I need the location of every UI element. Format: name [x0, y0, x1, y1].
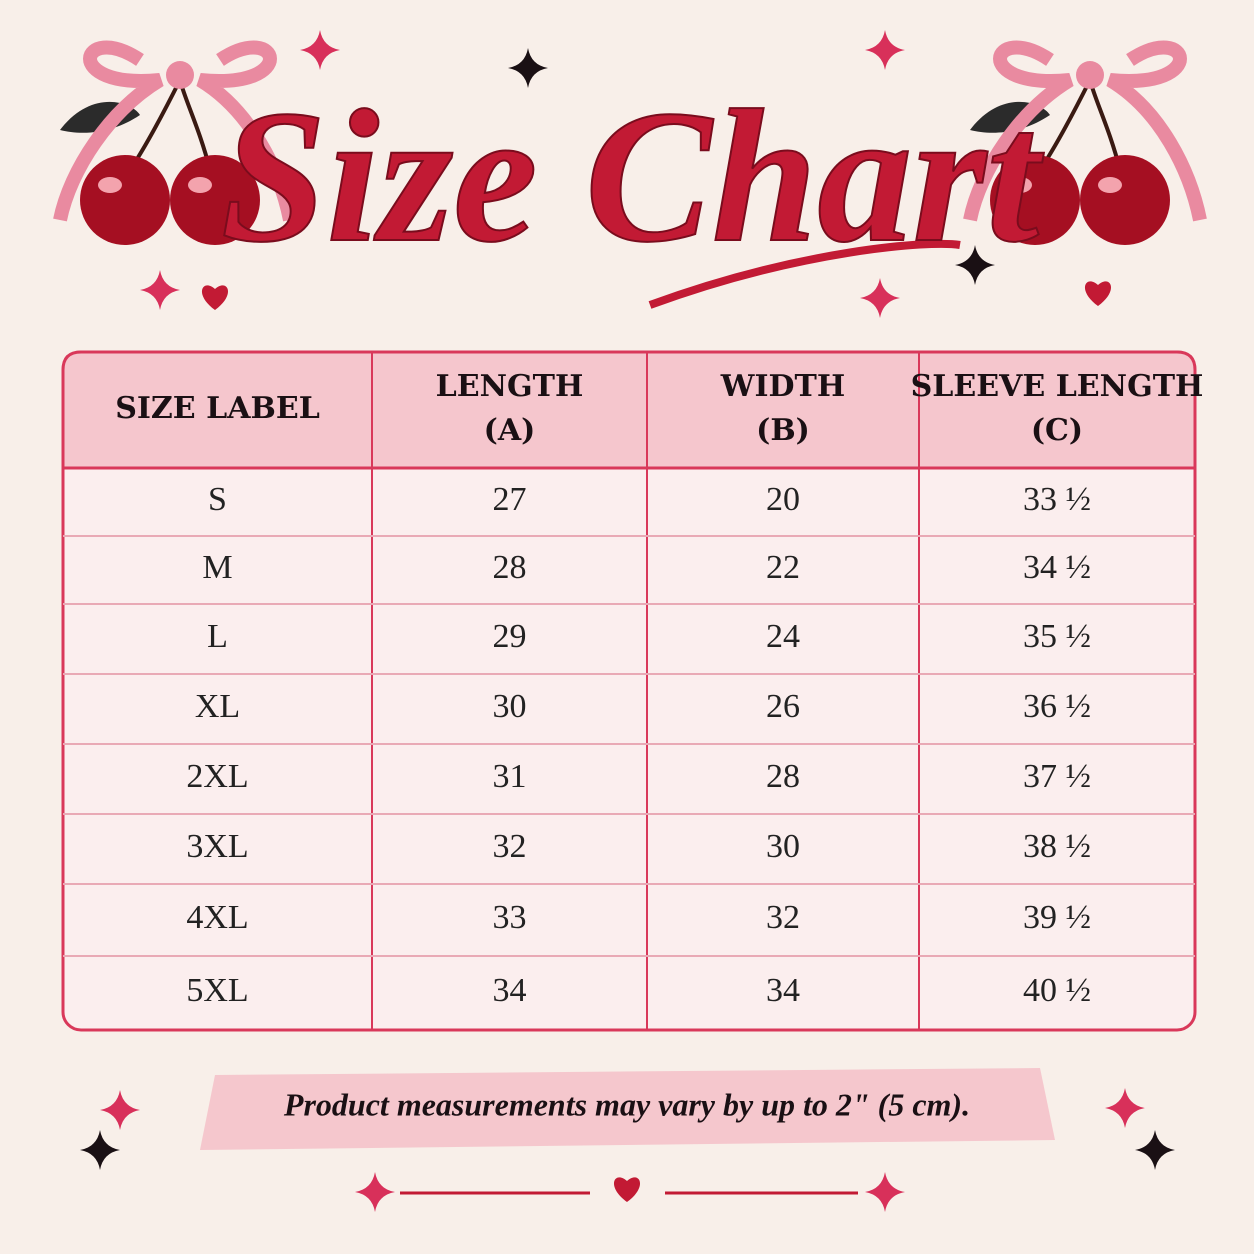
table-cell: 29 [493, 618, 527, 655]
size-table: SIZE LABEL LENGTH (A) WIDTH (B) SLEEVE LENGTH… [61, 350, 1204, 1032]
table-cell: 32 [766, 899, 800, 936]
table-cell: 27 [493, 481, 527, 518]
table-cell: 22 [766, 549, 800, 586]
table-cell: 30 [493, 688, 527, 725]
column-header: WIDTH [720, 369, 845, 404]
column-header: SLEEVE LENGTH [911, 369, 1204, 404]
table-cell: 39 ½ [1023, 899, 1091, 936]
column-header: (A) [484, 413, 536, 448]
table-cell: XL [195, 688, 240, 725]
table-cell: 33 ½ [1023, 481, 1091, 518]
column-header: (B) [756, 413, 810, 448]
column-header: LENGTH [436, 369, 584, 404]
table-cell: 40 ½ [1023, 972, 1091, 1009]
table-cell: M [202, 549, 232, 586]
table-cell: 38 ½ [1023, 828, 1091, 865]
table-cell: 34 ½ [1023, 549, 1091, 586]
table-cell: S [208, 481, 227, 518]
table-cell: 36 ½ [1023, 688, 1091, 725]
table-cell: 37 ½ [1023, 758, 1091, 795]
table-cell: 5XL [186, 972, 248, 1009]
table-cell: 30 [766, 828, 800, 865]
table-cell: 26 [766, 688, 800, 725]
table-cell: 33 [493, 899, 527, 936]
table-cell: 24 [766, 618, 800, 655]
table-cell: 3XL [186, 828, 248, 865]
table-cell: 34 [493, 972, 527, 1009]
footer-note: Product measurements may vary by up to 2… [283, 1086, 970, 1122]
table-cell: 28 [493, 549, 527, 586]
table-cell: 20 [766, 481, 800, 518]
table-cell: 31 [493, 758, 527, 795]
title: Size Chart [221, 72, 1045, 282]
decorations [60, 30, 1200, 1212]
column-header: SIZE LABEL [115, 391, 320, 426]
column-header: (C) [1031, 413, 1083, 448]
table-cell: 28 [766, 758, 800, 795]
table-cell: 32 [493, 828, 527, 865]
table-cell: 4XL [186, 899, 248, 936]
table-cell: L [207, 618, 228, 655]
table-cell: 2XL [186, 758, 248, 795]
table-cell: 34 [766, 972, 800, 1009]
table-cell: 35 ½ [1023, 618, 1091, 655]
